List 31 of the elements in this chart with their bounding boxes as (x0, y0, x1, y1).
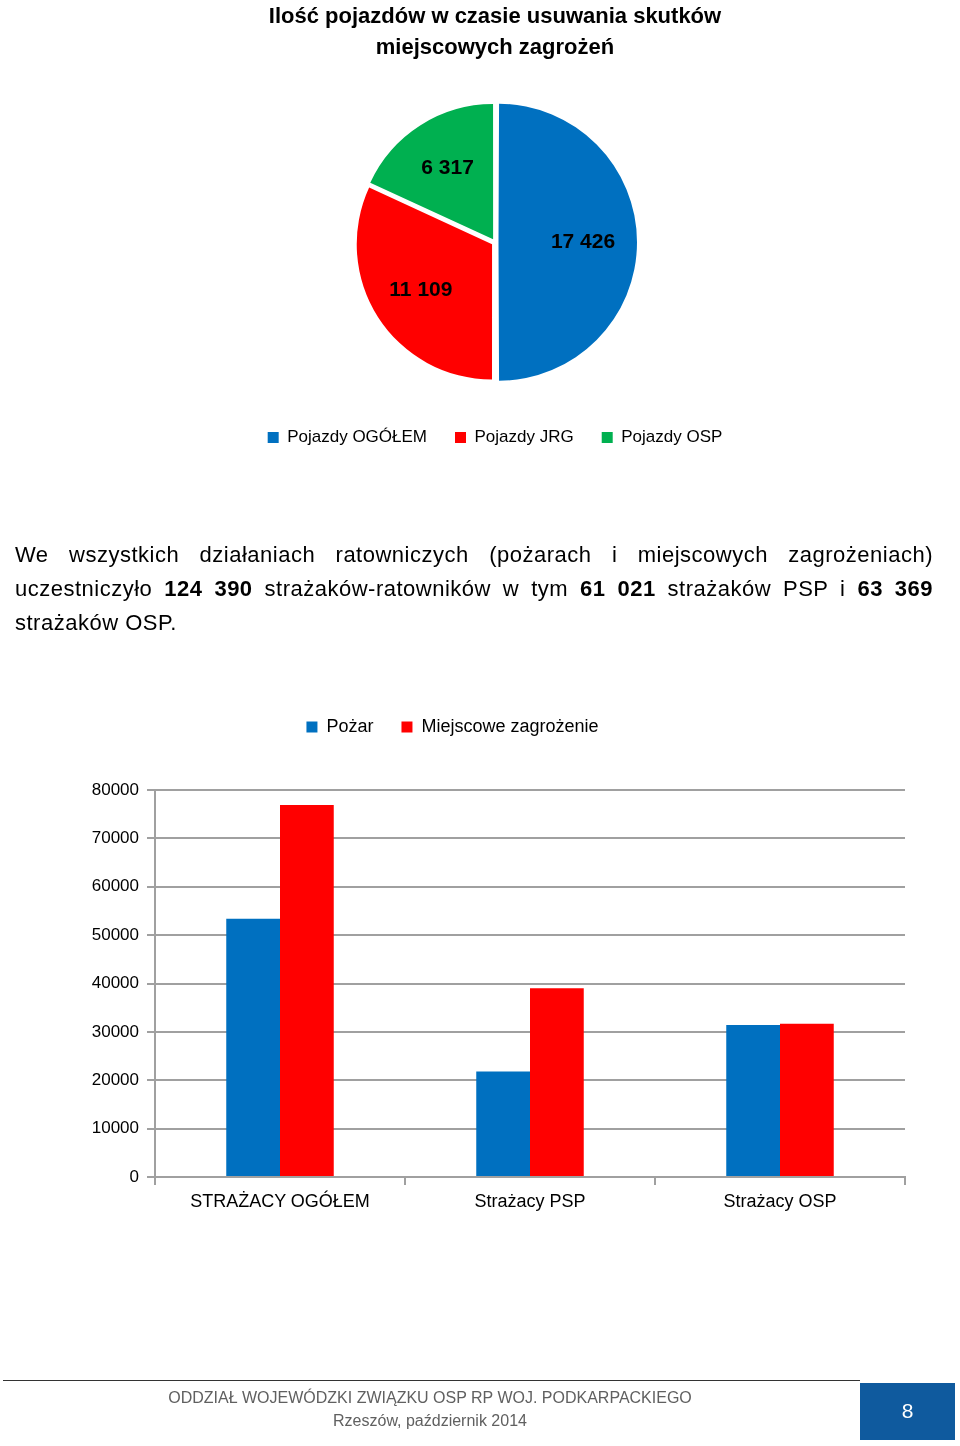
y-tick-label: 60000 (91, 876, 139, 896)
data-label: 11 109 (389, 276, 453, 300)
x-tick-label: Strażacy OSP (723, 1190, 837, 1211)
x-tick-label: STRAŻACY OGÓŁEM (190, 1189, 370, 1211)
text: ODDZIAŁ WOJEWÓDZKI ZWIĄZKU OSP RP WOJ. PODKARPACKIEGO (167, 1389, 693, 1407)
bar (226, 918, 280, 1176)
text: Rzeszów, październik 2014 (332, 1412, 528, 1430)
data-label: 6 317 (421, 154, 474, 178)
legend-label: Pojazdy JRG (474, 427, 574, 447)
y-tick-label: 30000 (91, 1021, 139, 1041)
legend-label: Pojazdy OSP (621, 427, 723, 447)
y-tick-label: 20000 (91, 1069, 139, 1089)
y-tick-label: 10000 (91, 1118, 139, 1138)
legend-label: Pożar (326, 715, 374, 736)
y-tick-label: 80000 (91, 779, 139, 799)
text: We wszystkich działaniach ratowniczych (pożarach i miejscowych zagrożeniach) uczestniczyło 124 390 strażaków-ratowników w tym 61 021 strażaków PSP i 63 369 strażaków OSP. (15, 542, 933, 635)
y-tick-label: 0 (129, 1166, 139, 1186)
bar (780, 1023, 834, 1176)
legend-label: Pojazdy OGÓŁEM (287, 427, 428, 447)
y-tick-label: 70000 (91, 828, 139, 848)
bar (476, 1071, 530, 1176)
y-tick-label: 40000 (91, 973, 139, 993)
x-tick-label: Strażacy PSP (474, 1190, 586, 1211)
bar (280, 805, 334, 1176)
text: 8 (900, 1398, 915, 1424)
bar (530, 988, 584, 1176)
data-label: 17 426 (550, 229, 616, 253)
bar (726, 1025, 780, 1176)
chart-title: Ilość pojazdów w czasie usuwania skutków miejscowych zagrożeń (268, 3, 723, 60)
legend-label: Miejscowe zagrożenie (421, 715, 599, 736)
y-tick-label: 50000 (91, 924, 139, 944)
